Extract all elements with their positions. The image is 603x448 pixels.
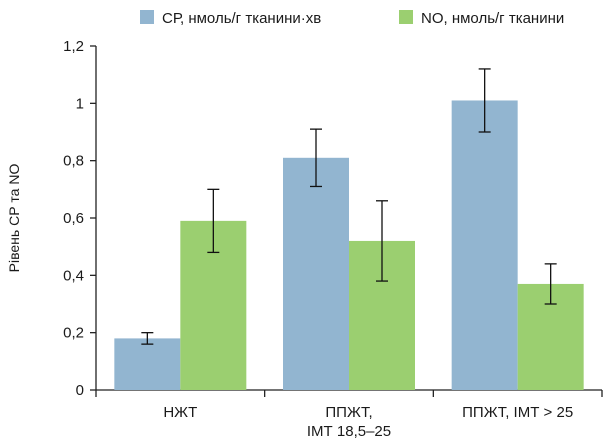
legend-label-cp: СР, нмоль/г тканини·хв bbox=[162, 10, 321, 27]
plot-area: 0 0,2 0,4 0,6 0,8 1 1,2 НЖТ ППЖТ, ІМТ 18,5–25 ППЖТ… bbox=[63, 38, 603, 440]
bar bbox=[114, 338, 181, 390]
y-tick-label: 0,2 bbox=[63, 325, 84, 342]
y-axis-label: Рівень СР та NO bbox=[6, 164, 22, 273]
y-tick-label: 1 bbox=[76, 95, 84, 112]
y-tick-label: 0 bbox=[76, 382, 84, 399]
legend: СР, нмоль/г тканини·хв NO, нмоль/г ткани… bbox=[140, 10, 564, 27]
x-category-label: ППЖТ, ІМТ > 25 bbox=[462, 404, 573, 421]
y-tick-label: 0,4 bbox=[63, 267, 84, 284]
legend-label-no: NO, нмоль/г тканини bbox=[421, 10, 564, 27]
legend-swatch-cp bbox=[140, 10, 154, 24]
bar bbox=[283, 157, 349, 390]
x-category-label: ППЖТ, bbox=[325, 404, 372, 421]
y-tick-label: 0,6 bbox=[63, 210, 84, 227]
legend-swatch-no bbox=[399, 10, 413, 24]
x-category-label: НЖТ bbox=[163, 404, 197, 421]
bar bbox=[451, 100, 518, 390]
y-tick-label: 1,2 bbox=[63, 38, 84, 55]
x-category-label: ІМТ 18,5–25 bbox=[307, 423, 391, 440]
y-tick-label: 0,8 bbox=[63, 153, 84, 170]
